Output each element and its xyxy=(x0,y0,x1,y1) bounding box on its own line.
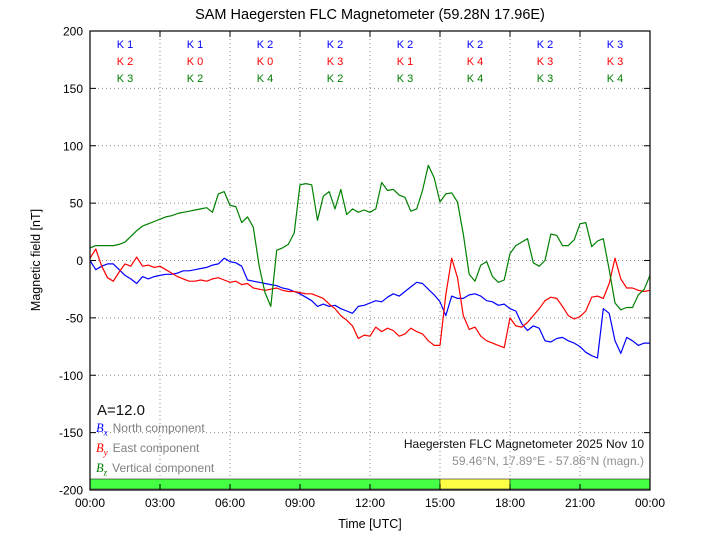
legend-label: East component xyxy=(112,441,200,455)
x-tick-label: 15:00 xyxy=(425,496,455,510)
series-line-bx xyxy=(89,257,650,359)
k-index-label-bx: K 3 xyxy=(607,39,624,51)
y-axis-label: Magnetic field [nT] xyxy=(29,208,43,312)
k-index-label-bz: K 4 xyxy=(467,73,484,85)
k-index-label-by: K 3 xyxy=(607,56,624,68)
bx-symbol: Bx xyxy=(96,421,108,438)
k-index-label-bx: K 1 xyxy=(117,39,134,51)
y-tick-label: 150 xyxy=(63,82,83,96)
legend-item-by: By East component xyxy=(96,441,214,461)
k-index-label-by: K 1 xyxy=(397,56,414,68)
y-tick-label: 200 xyxy=(63,25,83,39)
k-index-label-bz: K 3 xyxy=(397,73,414,85)
k-index-label-by: K 2 xyxy=(117,56,134,68)
activity-bar-segment xyxy=(439,478,511,490)
x-tick-label: 06:00 xyxy=(215,496,245,510)
k-index-label-bx: K 2 xyxy=(397,39,414,51)
x-tick-label: 00:00 xyxy=(75,496,105,510)
x-axis-label: Time [UTC] xyxy=(338,517,402,531)
k-index-label-bz: K 2 xyxy=(327,73,344,85)
x-tick-label: 18:00 xyxy=(495,496,525,510)
y-tick-label: -200 xyxy=(59,484,83,498)
x-tick-label: 12:00 xyxy=(355,496,385,510)
k-index-label-by: K 0 xyxy=(257,56,274,68)
a-index-value: A=12.0 xyxy=(97,402,145,419)
k-index-label-by: K 3 xyxy=(537,56,554,68)
x-tick-label: 00:00 xyxy=(635,496,665,510)
k-index-label-bz: K 4 xyxy=(257,73,274,85)
y-tick-label: 100 xyxy=(63,139,83,153)
k-index-label-by: K 4 xyxy=(467,56,484,68)
k-index-label-bz: K 4 xyxy=(607,73,624,85)
station-info-line2: 59.46°N, 17.89°E - 57.86°N (magn.) xyxy=(452,454,644,468)
plot-title: SAM Haegersten FLC Magnetometer (59.28N … xyxy=(195,7,545,23)
k-index-label-by: K 0 xyxy=(187,56,204,68)
legend-item-bz: Bz Vertical component xyxy=(96,461,214,481)
by-symbol: By xyxy=(96,441,108,458)
k-index-label-bz: K 3 xyxy=(537,73,554,85)
series-line-by xyxy=(89,248,651,349)
x-tick-label: 03:00 xyxy=(145,496,175,510)
k-index-label-bz: K 2 xyxy=(187,73,204,85)
x-tick-label: 09:00 xyxy=(285,496,315,510)
legend-label: North component xyxy=(112,421,205,435)
legend-item-bx: Bx North component xyxy=(96,421,214,441)
y-tick-label: -150 xyxy=(59,426,83,440)
legend: Bx North component By East component Bz Ver… xyxy=(96,421,214,481)
bz-symbol: Bz xyxy=(96,461,108,478)
y-tick-label: -50 xyxy=(66,311,84,325)
y-tick-label: 0 xyxy=(76,254,83,268)
x-tick-label: 21:00 xyxy=(565,496,595,510)
station-info-line1: Haegersten FLC Magnetometer 2025 Nov 10 xyxy=(403,437,644,451)
series-line-bz xyxy=(89,164,651,311)
k-index-label-bx: K 2 xyxy=(537,39,554,51)
k-index-label-by: K 3 xyxy=(327,56,344,68)
station-info: Haegersten FLC Magnetometer 2025 Nov 10 … xyxy=(404,436,644,470)
k-index-label-bx: K 2 xyxy=(327,39,344,51)
k-index-label-bz: K 3 xyxy=(117,73,134,85)
k-index-label-bx: K 2 xyxy=(467,39,484,51)
k-index-label-bx: K 1 xyxy=(187,39,204,51)
y-tick-label: 50 xyxy=(70,197,84,211)
k-index-label-bx: K 2 xyxy=(257,39,274,51)
legend-label: Vertical component xyxy=(112,461,215,475)
y-tick-label: -100 xyxy=(59,369,83,383)
